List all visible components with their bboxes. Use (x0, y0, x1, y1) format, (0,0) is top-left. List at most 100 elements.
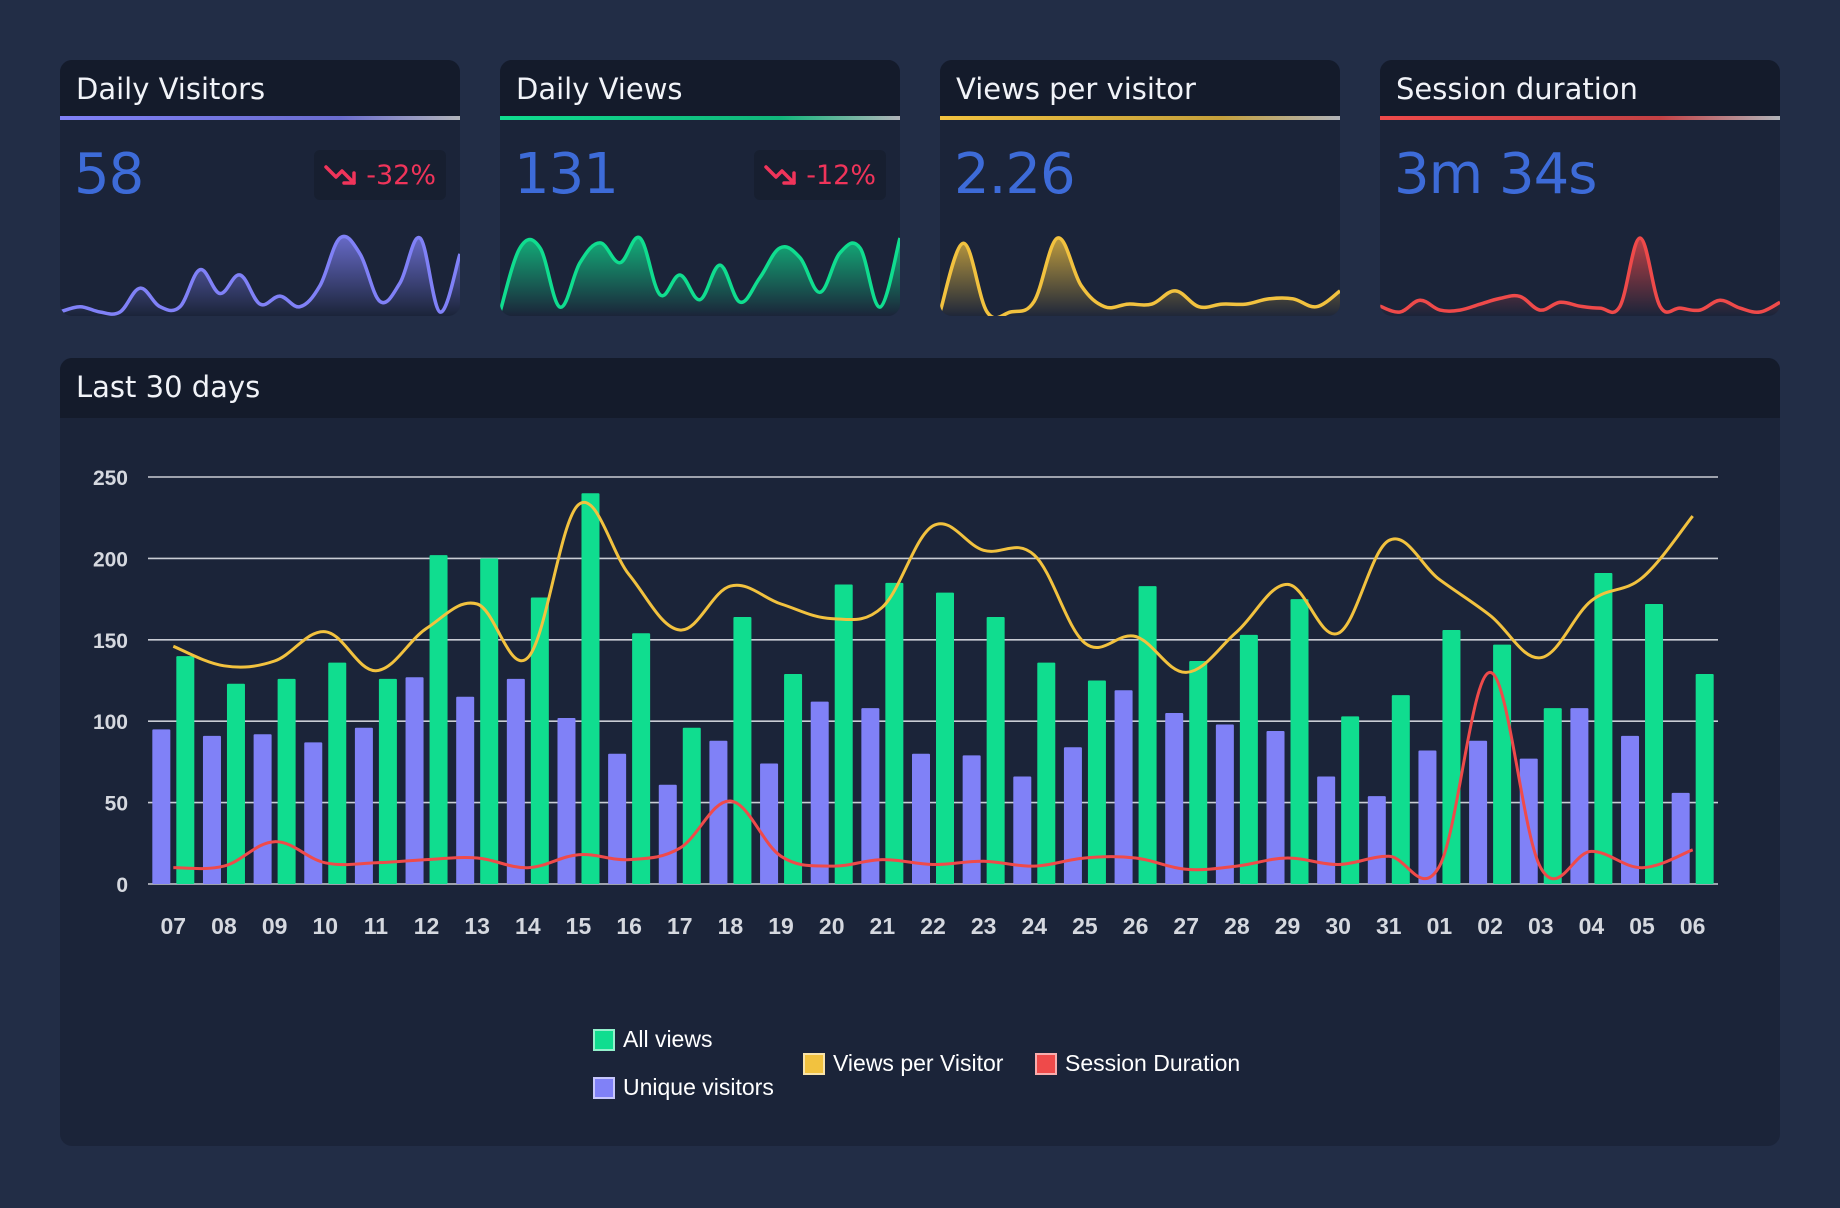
legend-label: Unique visitors (623, 1074, 774, 1100)
bar-all-views (1442, 630, 1461, 884)
bar-unique-visitors (557, 717, 576, 884)
x-tick-label: 02 (1477, 913, 1503, 939)
bar-unique-visitors (1317, 776, 1336, 884)
bar-all-views (733, 617, 752, 884)
x-tick-label: 29 (1275, 913, 1301, 939)
trend-value: -12% (806, 159, 876, 191)
bar-all-views (1239, 634, 1258, 884)
legend-item-session-duration[interactable]: Session Duration (1035, 1050, 1240, 1077)
x-tick-label: 17 (667, 913, 693, 939)
bar-unique-visitors (1266, 730, 1285, 884)
legend-label: All views (623, 1026, 713, 1052)
x-tick-label: 10 (312, 913, 338, 939)
bar-all-views (1594, 573, 1613, 884)
sparkline-line (500, 235, 900, 313)
bar-unique-visitors (962, 755, 981, 884)
kpi-value: 131 (514, 142, 619, 207)
legend-swatch (593, 1028, 615, 1051)
bar-all-views (226, 683, 245, 884)
bar-unique-visitors (709, 740, 728, 884)
legend-swatch (1035, 1052, 1057, 1075)
card-accent-rule (60, 116, 460, 120)
last-30-days-card: Last 30 days 0 50 100 150 200 250 07 08 09 10 11 12… (60, 358, 1780, 1146)
legend-label: Session Duration (1065, 1050, 1241, 1076)
chart-header: Last 30 days (60, 358, 1780, 418)
bar-all-views (986, 617, 1005, 884)
x-tick-label: 21 (870, 913, 896, 939)
x-tick-label: 26 (1123, 913, 1149, 939)
trend-badge: -32% (314, 150, 446, 200)
bar-all-views (1645, 603, 1664, 884)
legend-item-unique-visitors[interactable]: Unique visitors (593, 1074, 774, 1101)
bar-all-views (176, 656, 195, 884)
bar-all-views (581, 493, 600, 884)
sparkline-line (60, 234, 460, 316)
card-title: Views per visitor (956, 72, 1196, 106)
bar-unique-visitors (304, 742, 323, 884)
sparkline-area (940, 237, 1340, 316)
bar-all-views (480, 558, 499, 884)
card-header: Views per visitor (940, 60, 1340, 120)
sparkline-chart (500, 235, 900, 316)
kpi-value: 2.26 (954, 142, 1076, 207)
x-tick-label: 24 (1021, 913, 1047, 939)
legend-swatch (593, 1076, 615, 1099)
x-tick-label: 12 (414, 913, 440, 939)
bar-all-views (1087, 680, 1106, 884)
y-tick-label: 250 (93, 467, 128, 490)
bar-unique-visitors (253, 734, 272, 884)
x-tick-label: 01 (1427, 913, 1453, 939)
legend-item-all-views[interactable]: All views (593, 1026, 712, 1053)
bar-unique-visitors (1469, 740, 1488, 884)
kpi-value: 58 (74, 142, 144, 207)
bar-unique-visitors (912, 753, 930, 884)
card-header: Daily Visitors (60, 60, 460, 120)
kpi-value: 3m 34s (1394, 142, 1597, 207)
bar-unique-visitors (861, 708, 880, 884)
chart-title: Last 30 days (76, 370, 261, 404)
trending-down-icon (764, 165, 796, 185)
sparkline-chart (1380, 236, 1780, 316)
x-tick-label: 04 (1579, 913, 1605, 939)
line-views-per-visitor (172, 500, 1694, 674)
bar-unique-visitors (1570, 708, 1589, 884)
bar-all-views (1391, 695, 1410, 884)
card-accent-rule (1380, 116, 1780, 120)
card-accent-rule (940, 116, 1340, 120)
card-header: Daily Views (500, 60, 900, 120)
card-header: Session duration (1380, 60, 1780, 120)
card-title: Daily Visitors (76, 72, 266, 106)
sparkline-chart (940, 236, 1340, 316)
line-session-duration (173, 670, 1694, 881)
bar-unique-visitors (1367, 796, 1386, 884)
x-tick-label: 11 (364, 913, 389, 939)
bar-unique-visitors (760, 763, 779, 884)
legend-item-views-per-visitor[interactable]: Views per Visitor (803, 1050, 1003, 1077)
bar-unique-visitors (1519, 758, 1538, 884)
bar-all-views (328, 662, 347, 884)
bar-all-views (834, 584, 853, 884)
x-tick-label: 09 (262, 913, 288, 939)
bar-unique-visitors (608, 753, 627, 884)
bar-all-views (632, 633, 651, 884)
x-tick-label: 08 (211, 913, 237, 939)
bar-unique-visitors (1621, 735, 1640, 884)
x-tick-label: 25 (1072, 913, 1098, 939)
bar-all-views (1341, 716, 1360, 884)
sparkline-line (1380, 236, 1780, 315)
x-tick-label: 15 (566, 913, 592, 939)
bar-all-views (530, 597, 549, 884)
card-accent-rule (500, 116, 900, 120)
bar-all-views (1189, 660, 1208, 884)
bar-unique-visitors (658, 784, 677, 884)
x-tick-label: 19 (768, 913, 794, 939)
x-tick-label: 07 (161, 913, 187, 939)
sparkline-area (500, 237, 900, 316)
legend-swatch (803, 1052, 825, 1075)
trend-badge: -12% (754, 150, 886, 200)
x-tick-label: 05 (1629, 913, 1655, 939)
bar-unique-visitors (456, 696, 475, 884)
y-tick-label: 200 (93, 548, 128, 571)
x-tick-label: 22 (920, 913, 946, 939)
